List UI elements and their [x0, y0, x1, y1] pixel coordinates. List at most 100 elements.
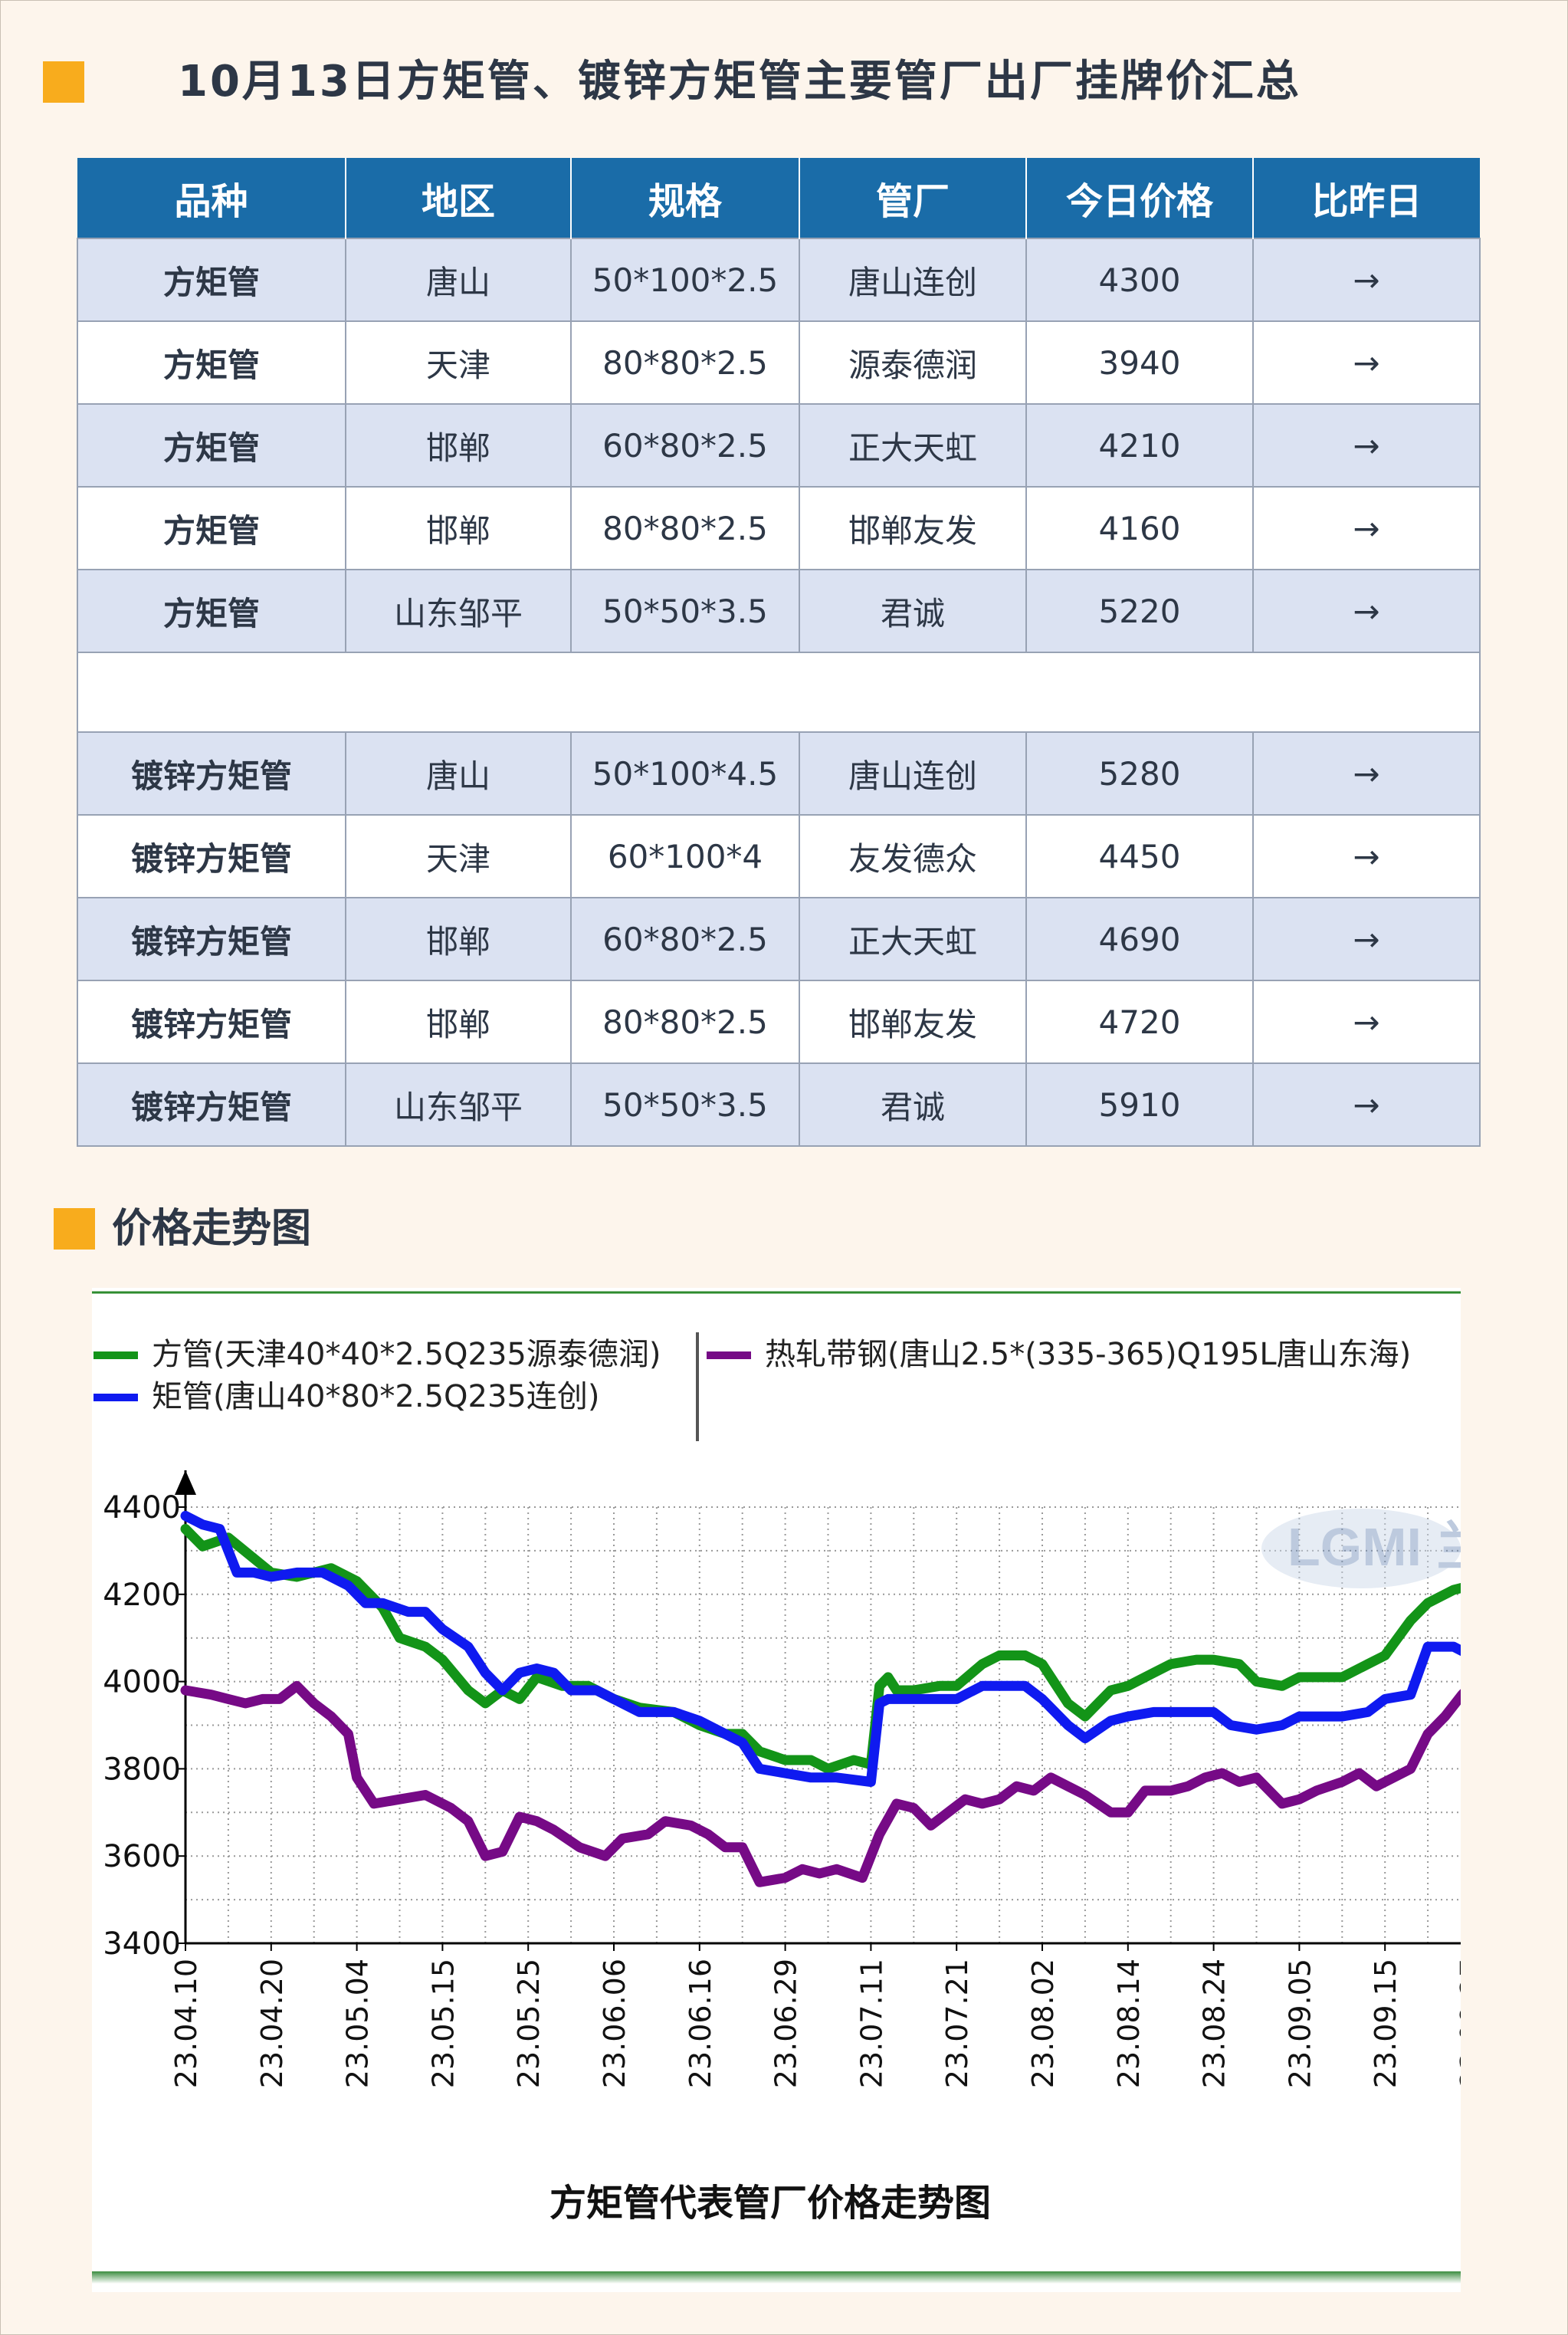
table-cell: 邯郸 — [345, 980, 572, 1064]
table-cell: 邯郸 — [345, 897, 572, 981]
page-header: 10月13日方矩管、镀锌方矩管主要管厂出厂挂牌价汇总 — [43, 55, 1530, 109]
table-cell: → — [1252, 980, 1481, 1064]
column-header: 今日价格 — [1026, 158, 1254, 238]
table-cell: → — [1252, 486, 1481, 570]
x-tick-label: 23.09.05 — [1283, 1959, 1317, 2088]
x-tick-label: 23.05.04 — [341, 1959, 375, 2088]
column-header: 管厂 — [799, 158, 1027, 238]
table-cell: 天津 — [345, 320, 572, 405]
y-tick-label: 4400 — [103, 1490, 181, 1525]
table-cell: 5220 — [1025, 569, 1254, 653]
legend-label-1: 矩管(唐山40*80*2.5Q235连创) — [152, 1379, 599, 1414]
table-cell: 4450 — [1025, 814, 1254, 898]
column-header: 地区 — [346, 158, 572, 238]
table-cell: 方矩管 — [77, 238, 346, 322]
table-cell: 方矩管 — [77, 569, 346, 653]
series-line-2 — [180, 1680, 1461, 1887]
table-row: 镀锌方矩管 邯郸 80*80*2.5 邯郸友发 4720 → — [77, 980, 1481, 1064]
table-cell: 4210 — [1025, 403, 1254, 488]
series-line-1 — [180, 1510, 1461, 1787]
table-cell: 邯郸友发 — [799, 486, 1027, 570]
y-tick-label: 4000 — [103, 1665, 181, 1700]
table-cell: → — [1252, 897, 1481, 981]
table-header-row: 品种 地区 规格 管厂 今日价格 比昨日 — [77, 158, 1480, 238]
table-cell: 3940 — [1025, 320, 1254, 405]
watermark-text: LGMI 兰格钢铁 — [1288, 1517, 1461, 1577]
table-cell: 4720 — [1025, 980, 1254, 1064]
chart-bottom-border — [92, 2271, 1461, 2284]
table-cell: 邯郸 — [345, 403, 572, 488]
watermark-logo: LGMI 兰格钢铁 — [1261, 1509, 1461, 1588]
table-cell: 4300 — [1025, 238, 1254, 322]
x-tick-label: 23.05.15 — [426, 1959, 460, 2088]
page-title: 10月13日方矩管、镀锌方矩管主要管厂出厂挂牌价汇总 — [178, 57, 1301, 107]
section-title: 价格走势图 — [112, 1206, 312, 1252]
table-cell: 镀锌方矩管 — [77, 897, 346, 981]
table-cell: 山东邹平 — [345, 1062, 572, 1147]
chart-svg: LGMI 兰格钢铁 3400 3600 3800 4000 4200 4400 23.04.… — [92, 1291, 1461, 2284]
table-cell: 50*100*2.5 — [570, 238, 800, 322]
table-cell: → — [1252, 569, 1481, 653]
table-spacer-cell — [77, 652, 1481, 733]
table-cell: → — [1252, 731, 1481, 816]
price-table: 品种 地区 规格 管厂 今日价格 比昨日 方矩管 唐山 50*100*2.5 唐山连创 4300 →… — [77, 158, 1481, 1147]
table-cell: 君诚 — [799, 569, 1027, 653]
table-cell: 80*80*2.5 — [570, 320, 800, 405]
x-tick-label: 23.06.16 — [684, 1959, 717, 2088]
legend-label-2: 热轧带钢(唐山2.5*(335-365)Q195L唐山东海) — [765, 1337, 1411, 1372]
section-header: 价格走势图 — [54, 1202, 513, 1256]
table-row: 镀锌方矩管 唐山 50*100*4.5 唐山连创 5280 → — [77, 731, 1481, 816]
x-tick-label: 23.08.02 — [1026, 1959, 1060, 2088]
table-cell: 80*80*2.5 — [570, 980, 800, 1064]
table-row: 镀锌方矩管 邯郸 60*80*2.5 正大天虹 4690 → — [77, 897, 1481, 981]
table-cell: 方矩管 — [77, 486, 346, 570]
table-cell: 唐山 — [345, 731, 572, 816]
table-cell: 4690 — [1025, 897, 1254, 981]
table-cell: 唐山连创 — [799, 731, 1027, 816]
title-marker-icon — [43, 61, 84, 103]
table-cell: 正大天虹 — [799, 897, 1027, 981]
x-tick-label: 23.07.11 — [855, 1959, 888, 2088]
table-row: 方矩管 山东邹平 50*50*3.5 君诚 5220 → — [77, 569, 1481, 653]
column-header: 规格 — [571, 158, 800, 238]
table-cell: 天津 — [345, 814, 572, 898]
table-cell: 60*100*4 — [570, 814, 800, 898]
x-tick-label: 23.05.25 — [512, 1959, 546, 2088]
y-tick-label: 3600 — [103, 1839, 181, 1874]
table-cell: → — [1252, 320, 1481, 405]
table-row: 镀锌方矩管 天津 60*100*4 友发德众 4450 → — [77, 814, 1481, 898]
table-cell: 80*80*2.5 — [570, 486, 800, 570]
table-cell: 60*80*2.5 — [570, 897, 800, 981]
table-cell: 4160 — [1025, 486, 1254, 570]
table-cell: 源泰德润 — [799, 320, 1027, 405]
y-tick-label: 3400 — [103, 1926, 181, 1962]
series-line-0 — [180, 1524, 1461, 1774]
x-tick-label: 23.06.29 — [769, 1959, 803, 2088]
y-axis-arrow-icon — [175, 1470, 196, 1495]
table-cell: 正大天虹 — [799, 403, 1027, 488]
table-cell: → — [1252, 1062, 1481, 1147]
table-spacer-row — [77, 652, 1481, 733]
table-row: 方矩管 邯郸 80*80*2.5 邯郸友发 4160 → — [77, 486, 1481, 570]
y-tick-label: 3800 — [103, 1752, 181, 1787]
table-cell: 50*100*4.5 — [570, 731, 800, 816]
x-tick-label: 23.09.15 — [1369, 1959, 1402, 2088]
table-cell: 君诚 — [799, 1062, 1027, 1147]
x-tick-label: 23.04.10 — [169, 1959, 203, 2088]
y-tick-label: 4200 — [103, 1578, 181, 1613]
table-row: 镀锌方矩管 山东邹平 50*50*3.5 君诚 5910 → — [77, 1062, 1481, 1147]
column-header: 品种 — [77, 158, 346, 238]
table-cell: 镀锌方矩管 — [77, 980, 346, 1064]
section-marker-icon — [54, 1208, 95, 1250]
x-tick-label: 23.08.14 — [1112, 1959, 1146, 2088]
table-cell: → — [1252, 238, 1481, 322]
x-tick-label: 23.08.24 — [1198, 1959, 1232, 2088]
x-tick-label: 23.06.06 — [598, 1959, 631, 2088]
table-cell: 50*50*3.5 — [570, 1062, 800, 1147]
table-row: 方矩管 邯郸 60*80*2.5 正大天虹 4210 → — [77, 403, 1481, 488]
table-cell: 镀锌方矩管 — [77, 814, 346, 898]
table-cell: 方矩管 — [77, 320, 346, 405]
table-cell: 镀锌方矩管 — [77, 1062, 346, 1147]
table-cell: 50*50*3.5 — [570, 569, 800, 653]
table-row: 方矩管 天津 80*80*2.5 源泰德润 3940 → — [77, 320, 1481, 405]
